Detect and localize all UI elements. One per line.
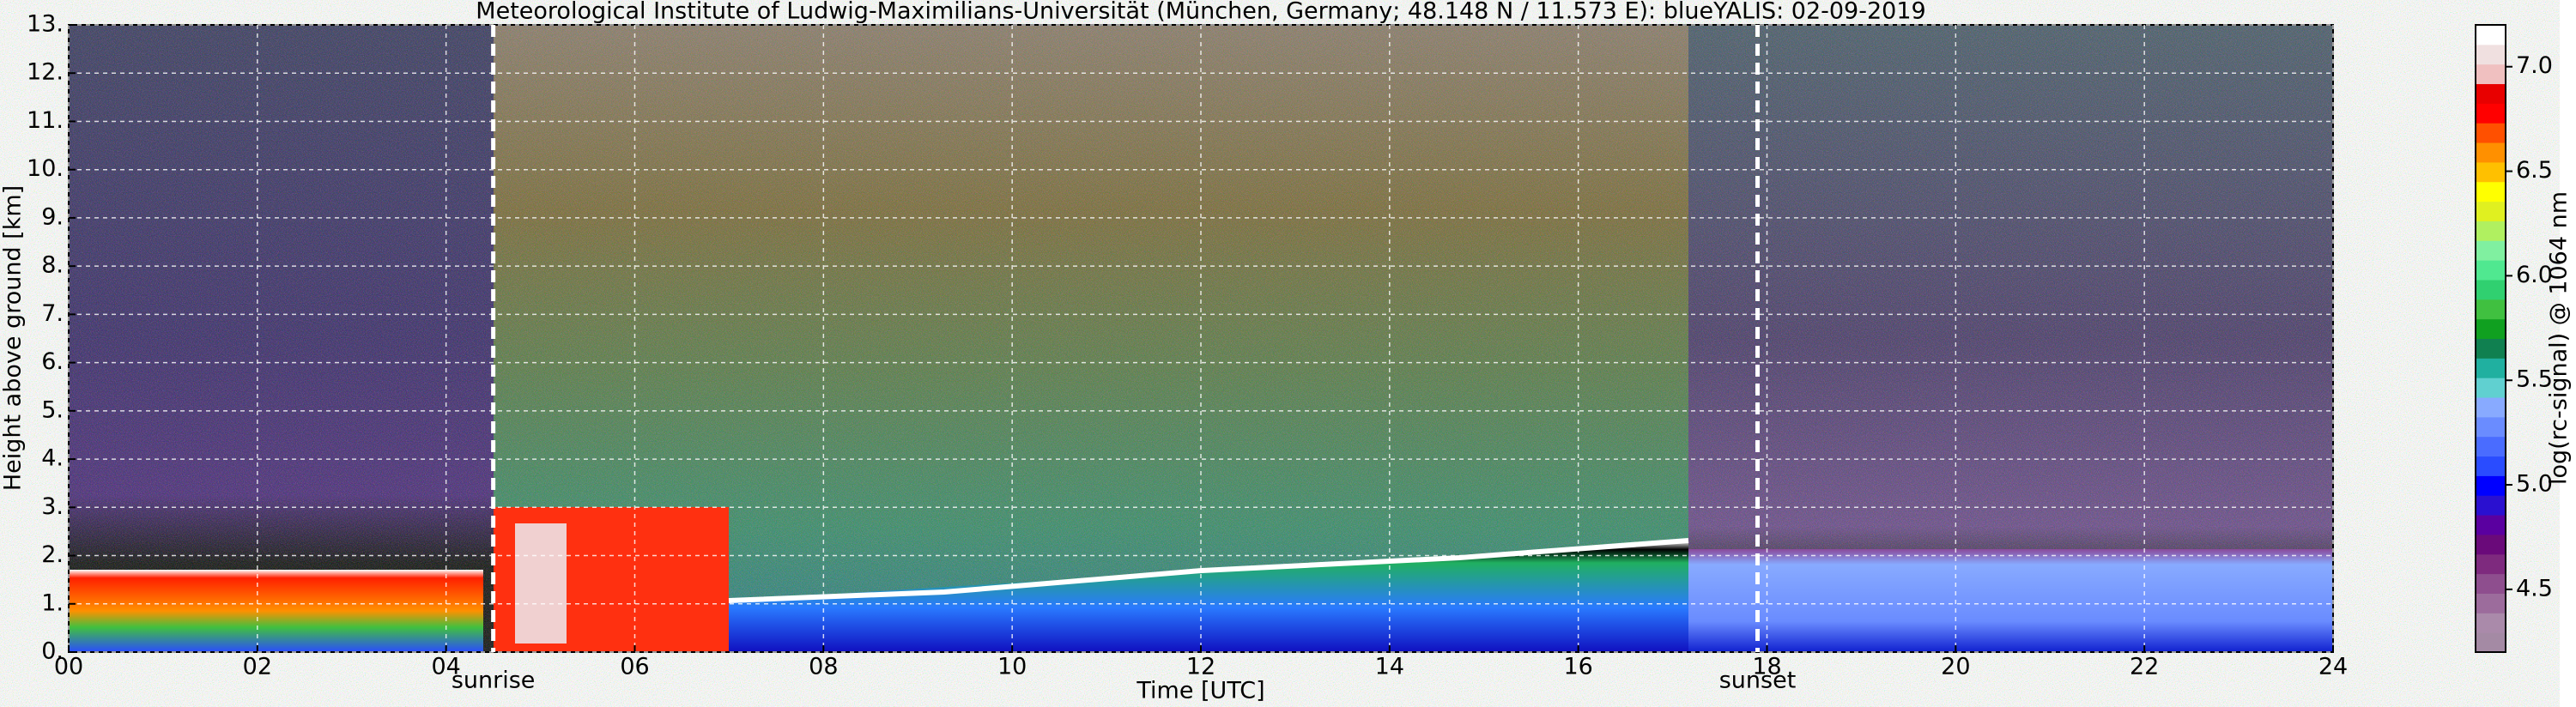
colorbar-tick-label: 6.5 bbox=[2516, 157, 2553, 184]
y-tick-label: 8. bbox=[41, 252, 64, 279]
colorbar-swatch bbox=[2476, 260, 2506, 281]
colorbar-swatch bbox=[2476, 495, 2506, 516]
colorbar-swatch bbox=[2476, 573, 2506, 594]
colorbar-swatch bbox=[2476, 142, 2506, 163]
y-tick-label: 3. bbox=[41, 493, 64, 520]
colorbar-swatch bbox=[2476, 181, 2506, 202]
colorbar-swatch bbox=[2476, 436, 2506, 457]
colorbar-swatch bbox=[2476, 221, 2506, 241]
annotation-label: sunrise bbox=[452, 668, 536, 694]
colorbar-swatch bbox=[2476, 161, 2506, 183]
x-axis-label: Time [UTC] bbox=[1136, 678, 1264, 704]
chart-title: Meteorological Institute of Ludwig-Maxim… bbox=[476, 0, 1925, 25]
colorbar-tick-label: 4.5 bbox=[2516, 575, 2553, 601]
y-tick-label: 6. bbox=[41, 348, 64, 375]
x-tick-label: 04 bbox=[431, 654, 460, 680]
colorbar-swatch bbox=[2476, 44, 2506, 65]
colorbar-swatch bbox=[2476, 416, 2506, 438]
colorbar-swatch bbox=[2476, 515, 2506, 535]
colorbar-swatch bbox=[2476, 63, 2506, 85]
annotation-label: sunset bbox=[1719, 668, 1797, 694]
colorbar-tick-label: 7.0 bbox=[2516, 52, 2553, 79]
x-tick-label: 14 bbox=[1375, 654, 1404, 680]
x-tick-label: 20 bbox=[1941, 654, 1970, 680]
y-tick-label: 7. bbox=[41, 300, 64, 327]
colorbar-swatch bbox=[2476, 318, 2506, 339]
colorbar-swatch bbox=[2476, 632, 2506, 653]
colorbar-frame bbox=[2475, 24, 2506, 653]
colorbar-swatch bbox=[2476, 613, 2506, 633]
colorbar-swatch bbox=[2476, 475, 2506, 496]
y-tick-label: 0. bbox=[41, 638, 64, 665]
y-tick-label: 5. bbox=[41, 396, 64, 423]
colorbar-swatch bbox=[2476, 279, 2506, 300]
colorbar-swatch bbox=[2476, 397, 2506, 418]
x-tick-label: 02 bbox=[243, 654, 272, 680]
colorbar-swatch bbox=[2476, 593, 2506, 613]
x-tick-label: 10 bbox=[997, 654, 1027, 680]
colorbar-tick-label: 5.0 bbox=[2516, 471, 2553, 498]
x-tick-label: 22 bbox=[2130, 654, 2159, 680]
colorbar-swatch bbox=[2476, 103, 2506, 124]
y-axis-label: Height above ground [km] bbox=[0, 185, 27, 491]
colorbar-swatch bbox=[2476, 378, 2506, 398]
x-tick-label: 24 bbox=[2318, 654, 2348, 680]
y-tick-label: 10. bbox=[27, 155, 64, 182]
x-tick-label: 00 bbox=[54, 654, 83, 680]
colorbar-swatch bbox=[2476, 358, 2506, 378]
colorbar-swatch bbox=[2476, 553, 2506, 575]
colorbar-swatch bbox=[2476, 299, 2506, 320]
y-tick-label: 2. bbox=[41, 541, 64, 568]
x-tick-label: 16 bbox=[1563, 654, 1592, 680]
colorbar-swatch bbox=[2476, 83, 2506, 104]
colorbar-swatch bbox=[2476, 534, 2506, 555]
x-tick-label: 18 bbox=[1752, 654, 1781, 680]
colorbar-swatch bbox=[2476, 123, 2506, 143]
colorbar-label: log(rc-signal) @ 1064 nm bbox=[2546, 191, 2573, 485]
y-tick-label: 11. bbox=[27, 107, 64, 134]
x-tick-label: 12 bbox=[1186, 654, 1215, 680]
y-tick-label: 9. bbox=[41, 203, 64, 230]
x-tick-label: 06 bbox=[620, 654, 649, 680]
colorbar-swatch bbox=[2476, 25, 2506, 45]
y-tick-label: 4. bbox=[41, 445, 64, 472]
colorbar-tick-label: 6.0 bbox=[2516, 262, 2553, 288]
colorbar-tick-label: 5.5 bbox=[2516, 366, 2553, 393]
colorbar-swatch bbox=[2476, 201, 2506, 221]
y-tick-label: 12. bbox=[27, 59, 64, 86]
colorbar-swatch bbox=[2476, 338, 2506, 359]
y-tick-label: 13. bbox=[27, 11, 64, 38]
y-tick-label: 1. bbox=[41, 589, 64, 616]
x-tick-label: 08 bbox=[809, 654, 838, 680]
colorbar-swatch bbox=[2476, 456, 2506, 476]
colorbar-swatch bbox=[2476, 240, 2506, 261]
